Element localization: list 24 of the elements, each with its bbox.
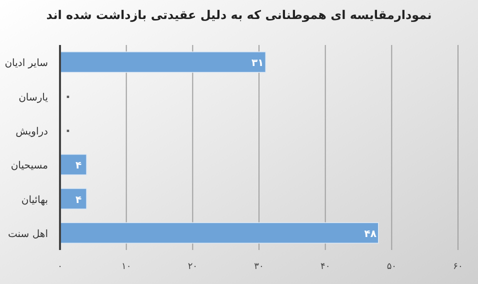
- x-tick-label: ۱۰: [121, 262, 132, 272]
- data-label: ۰: [64, 89, 72, 104]
- chart-title: نمودارمقایسه ای هموطنانی که به دلیل عقیدتی بازداشت شده اند: [46, 8, 432, 22]
- y-tick-label: سایر ادیان: [4, 58, 48, 70]
- x-tick-label: ۰: [58, 262, 62, 272]
- x-tick-label: ۴۰: [320, 262, 330, 272]
- bar: [60, 222, 379, 244]
- y-tick-label: اهل سنت: [8, 228, 48, 240]
- bar: [60, 188, 87, 210]
- bar: [60, 51, 266, 73]
- x-tick-label: ۳۰: [254, 262, 264, 272]
- y-tick-label: بهائیان: [21, 194, 48, 206]
- x-tick-label: ۶۰: [453, 262, 463, 272]
- data-label: ۴: [75, 194, 82, 206]
- y-tick-label: یارسان: [18, 92, 48, 104]
- x-tick-label: ۵۰: [386, 262, 397, 272]
- data-label: ۰: [64, 123, 72, 138]
- y-tick-label: دراویش: [16, 126, 48, 138]
- x-tick-label: ۲۰: [188, 262, 198, 272]
- data-label: ۴۸: [364, 228, 377, 240]
- bar: [60, 154, 87, 176]
- y-tick-label: مسیحیان: [10, 160, 48, 172]
- data-label: ۴: [75, 160, 82, 172]
- data-label: ۳۱: [252, 58, 264, 70]
